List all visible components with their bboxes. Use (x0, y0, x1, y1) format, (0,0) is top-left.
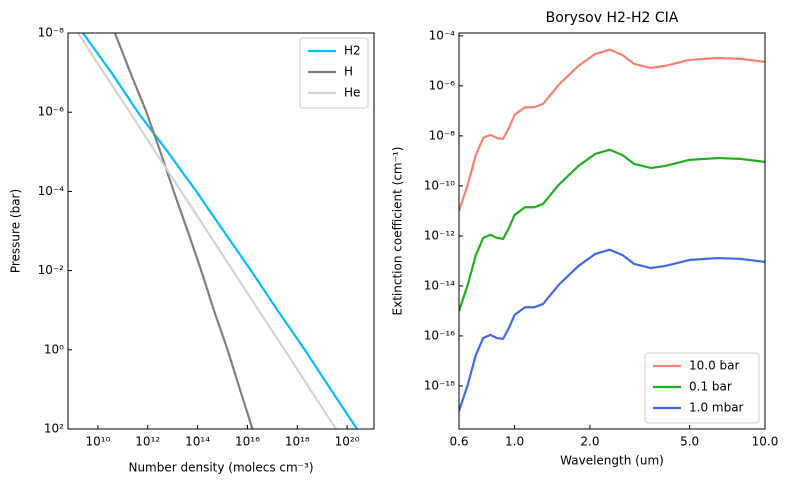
axes-frame (458, 32, 766, 430)
series-line (113, 33, 254, 429)
x-tick-label: 2.0 (580, 435, 599, 449)
chart-title: Borysov H2-H2 CIA (546, 10, 679, 26)
y-tick-label: 10⁻⁶ (429, 78, 456, 92)
legend-label: 10.0 bar (689, 359, 740, 373)
y-tick-label: 10⁻⁴ (429, 28, 456, 42)
y-tick-label: 10⁻¹⁰ (424, 178, 455, 192)
y-tick-label: 10⁻¹⁴ (424, 278, 455, 292)
plot-area (459, 48, 765, 412)
y-tick-label: 10⁻⁴ (38, 184, 65, 198)
series-line (82, 33, 358, 429)
legend-label: He (344, 86, 360, 100)
plot-area (77, 33, 358, 429)
x-tick-label: 10¹⁴ (185, 435, 210, 449)
series-line (459, 248, 765, 412)
y-tick-label: 10⁻² (38, 263, 65, 277)
series-line (459, 48, 765, 212)
y-axis-label: Pressure (bar) (9, 189, 23, 273)
series-line (77, 33, 337, 429)
x-axis-label: Number density (molecs cm⁻³) (128, 461, 313, 475)
y-tick-label: 10² (44, 422, 64, 436)
legend-label: 0.1 bar (689, 380, 732, 394)
x-tick-label: 10¹⁰ (85, 435, 110, 449)
series-line (459, 148, 765, 312)
x-tick-label: 10¹² (135, 435, 160, 449)
x-tick-label: 5.0 (680, 435, 699, 449)
x-tick-label: 10.0 (752, 435, 779, 449)
axes-frame (67, 32, 375, 430)
y-tick-label: 10⁻⁶ (38, 105, 65, 119)
y-tick-label: 10⁻⁸ (38, 26, 65, 40)
x-tick-label: 10²⁰ (335, 435, 360, 449)
y-tick-label: 10⁻¹⁶ (424, 328, 455, 342)
x-tick-label: 0.6 (449, 435, 468, 449)
y-axis-label: Extinction coefficient (cm⁻¹) (391, 147, 405, 316)
x-tick-label: 1.0 (505, 435, 524, 449)
y-tick-label: 10⁻¹² (424, 228, 455, 242)
x-axis-label: Wavelength (um) (560, 454, 664, 468)
legend-label: H2 (344, 44, 361, 58)
x-tick-label: 10¹⁸ (285, 435, 310, 449)
y-tick-label: 10⁻¹⁸ (424, 378, 455, 392)
legend-label: H (344, 65, 353, 79)
x-tick-label: 10¹⁶ (235, 435, 260, 449)
y-tick-label: 10⁰ (44, 342, 64, 356)
legend-box (644, 352, 760, 424)
y-tick-label: 10⁻⁸ (429, 128, 456, 142)
legend-label: 1.0 mbar (689, 401, 744, 415)
